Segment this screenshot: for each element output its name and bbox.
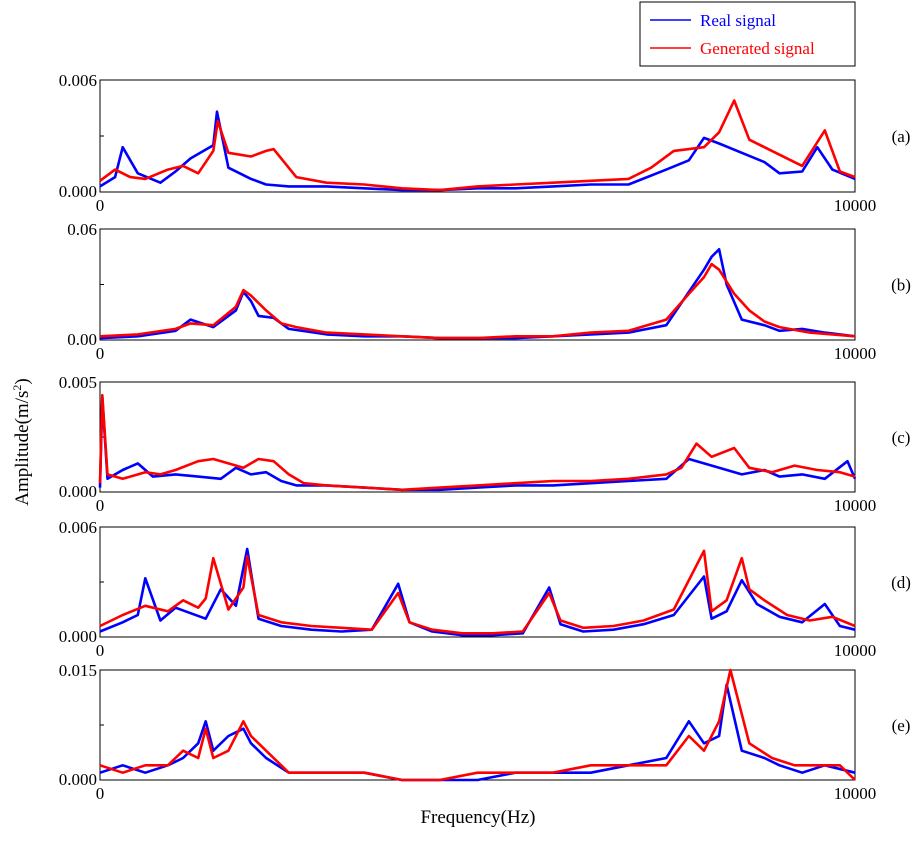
x-tick-label-3-0: 0 bbox=[96, 641, 105, 660]
y-tick-label-2-1: 0.005 bbox=[59, 373, 97, 392]
series-line-4-0 bbox=[99, 683, 856, 782]
legend-label-real: Real signal bbox=[700, 11, 776, 30]
panel-1: 0.00 0.06 0 10000 (b) bbox=[67, 220, 911, 363]
y-axis-label-suffix: ) bbox=[12, 378, 33, 384]
series-line-0-1 bbox=[99, 99, 856, 192]
series-line-2-1 bbox=[98, 393, 856, 492]
x-tick-label-2-1: 10000 bbox=[834, 496, 877, 515]
series-line-2-0 bbox=[98, 396, 857, 492]
panel-0: 0.000 0.006 0 10000 (a) bbox=[59, 71, 911, 215]
panel-label-0: (a) bbox=[892, 127, 911, 146]
y-axis-label-sup: 2 bbox=[10, 385, 24, 391]
panel-label-2: (c) bbox=[892, 428, 911, 447]
y-tick-label-4-1: 0.015 bbox=[59, 661, 97, 680]
panel-frame-1 bbox=[99, 228, 856, 341]
y-tick-label-1-1: 0.06 bbox=[67, 220, 97, 239]
x-tick-label-3-1: 10000 bbox=[834, 641, 877, 660]
series-line-3-1 bbox=[99, 549, 856, 635]
x-tick-label-1-1: 10000 bbox=[834, 344, 877, 363]
y-tick-label-4-0: 0.000 bbox=[59, 770, 97, 789]
y-tick-label-0-1: 0.006 bbox=[59, 71, 97, 90]
y-tick-label-3-0: 0.000 bbox=[59, 627, 97, 646]
panel-label-4: (e) bbox=[892, 716, 911, 735]
x-tick-label-4-1: 10000 bbox=[834, 784, 877, 803]
panel-4: 0.000 0.015 0 10000 (e) bbox=[59, 661, 911, 803]
y-tick-label-2-0: 0.000 bbox=[59, 482, 97, 501]
panel-label-1: (b) bbox=[891, 276, 911, 295]
y-tick-label-3-1: 0.006 bbox=[59, 518, 97, 537]
series-line-4-1 bbox=[99, 668, 856, 782]
panel-3: 0.000 0.006 0 10000 (d) bbox=[59, 518, 911, 660]
x-tick-label-0-0: 0 bbox=[96, 196, 105, 215]
series-line-1-1 bbox=[99, 262, 856, 340]
y-tick-label-0-0: 0.000 bbox=[59, 182, 97, 201]
legend: Real signal Generated signal bbox=[639, 1, 856, 67]
series-line-3-0 bbox=[99, 547, 856, 637]
x-tick-label-0-1: 10000 bbox=[834, 196, 877, 215]
panel-frame-4 bbox=[99, 669, 856, 781]
panel-label-3: (d) bbox=[891, 573, 911, 592]
legend-label-generated: Generated signal bbox=[700, 39, 815, 58]
x-tick-label-2-0: 0 bbox=[96, 496, 105, 515]
x-tick-label-4-0: 0 bbox=[96, 784, 105, 803]
panel-2: 0.000 0.005 0 10000 (c) bbox=[59, 373, 911, 515]
legend-box bbox=[639, 1, 856, 67]
y-tick-label-1-0: 0.00 bbox=[67, 330, 97, 349]
y-axis-label: Amplitude(m/s2) bbox=[10, 378, 33, 505]
x-tick-label-1-0: 0 bbox=[96, 344, 105, 363]
x-axis-label: Frequency(Hz) bbox=[420, 807, 535, 828]
y-axis-label-main: Amplitude(m/s bbox=[12, 391, 33, 506]
